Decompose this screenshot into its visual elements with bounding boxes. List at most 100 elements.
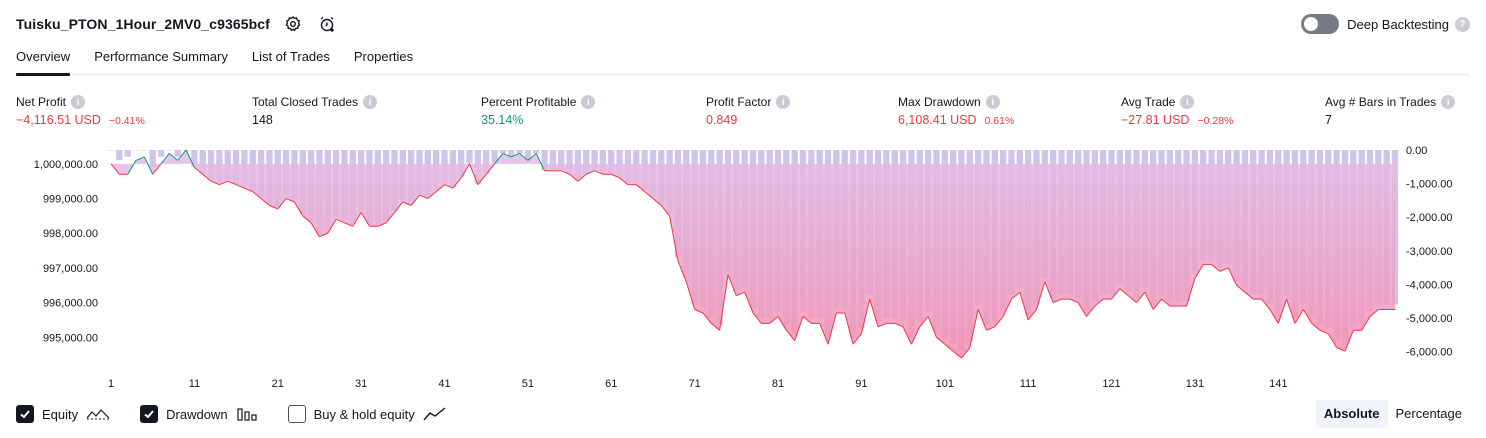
equity-line-segment bbox=[1319, 329, 1329, 335]
gear-icon[interactable] bbox=[282, 13, 304, 35]
tab-performance-summary[interactable]: Performance Summary bbox=[94, 49, 228, 64]
equity-line-segment bbox=[1327, 333, 1338, 348]
x-tick-label: 31 bbox=[355, 378, 367, 390]
help-icon[interactable]: i bbox=[363, 95, 378, 109]
drawdown-bar bbox=[533, 150, 540, 154]
drawdown-bar bbox=[124, 150, 131, 157]
mode-absolute[interactable]: Absolute bbox=[1315, 400, 1388, 428]
metric-label: Percent Profitable bbox=[481, 95, 577, 109]
equity-line-segment bbox=[1044, 281, 1054, 303]
equity-line-segment bbox=[285, 198, 295, 203]
equity-line-segment bbox=[1086, 305, 1096, 317]
x-tick-label: 121 bbox=[1102, 378, 1120, 390]
equity-line-segment bbox=[1294, 309, 1304, 324]
drawdown-bar bbox=[483, 150, 490, 174]
equity-line-segment bbox=[185, 149, 195, 168]
help-icon[interactable]: i bbox=[1441, 95, 1456, 109]
add-alert-clock-icon[interactable] bbox=[316, 13, 338, 35]
y-tick-label-left: 999,000.00 bbox=[43, 194, 98, 206]
metric-value: 0.849 bbox=[706, 113, 738, 127]
equity-line-segment bbox=[919, 316, 929, 328]
equity-line-segment bbox=[335, 218, 345, 224]
legend-drawdown[interactable]: Drawdown bbox=[140, 405, 257, 423]
buy-hold-checkbox[interactable] bbox=[287, 405, 306, 423]
equity-line-segment bbox=[177, 149, 187, 161]
equity-line-segment bbox=[1244, 291, 1254, 300]
y-tick-label-right: -2,000.00 bbox=[1406, 212, 1452, 224]
equity-line-segment bbox=[394, 201, 404, 213]
equity-line-segment bbox=[986, 326, 995, 331]
legend-label: Drawdown bbox=[166, 406, 228, 422]
help-icon[interactable]: ? bbox=[1455, 16, 1470, 32]
drawdown-bar bbox=[107, 150, 115, 151]
y-tick-label-right: -3,000.00 bbox=[1406, 246, 1452, 258]
tab-list-of-trades[interactable]: List of Trades bbox=[251, 49, 330, 64]
help-icon[interactable]: i bbox=[1180, 95, 1195, 109]
legend-equity[interactable]: Equity bbox=[16, 405, 110, 423]
equity-chart[interactable]: 1,000,000.00 999,000.00 998,000.00 997,000.… bbox=[0, 140, 1486, 390]
equity-line-segment bbox=[635, 184, 645, 192]
metric-profit-factor: Profit Factor i 0.849 bbox=[706, 94, 791, 129]
equity-line-segment bbox=[277, 198, 287, 210]
mode-percentage[interactable]: Percentage bbox=[1395, 406, 1463, 421]
metric-label: Avg # Bars in Trades bbox=[1325, 95, 1437, 109]
equity-line-segment bbox=[569, 173, 579, 182]
equity-line-segment bbox=[485, 163, 495, 175]
equity-line-segment bbox=[894, 322, 904, 328]
metric-label: Avg Trade bbox=[1121, 95, 1176, 109]
x-tick-label: 131 bbox=[1186, 378, 1204, 390]
drawdown-bar bbox=[174, 150, 181, 157]
legend-buy-hold[interactable]: Buy & hold equity bbox=[287, 405, 447, 423]
equity-checkbox[interactable] bbox=[16, 405, 34, 423]
equity-line-segment bbox=[577, 173, 587, 182]
strategy-header: Tuisku_PTON_1Hour_2MV0_c9365bcf bbox=[16, 12, 338, 36]
equity-line-segment bbox=[869, 298, 879, 327]
deep-backtesting-control: Deep Backtesting ? bbox=[1301, 12, 1470, 36]
equity-line-segment bbox=[1144, 291, 1154, 310]
equity-line-segment bbox=[1094, 298, 1104, 307]
equity-line-segment bbox=[1277, 298, 1288, 324]
equity-line-segment bbox=[644, 191, 654, 199]
drawdown-bar bbox=[516, 150, 523, 154]
equity-line-segment bbox=[427, 191, 437, 199]
drawdown-bar bbox=[583, 150, 590, 174]
equity-line-segment bbox=[460, 163, 470, 178]
equity-line-segment bbox=[269, 205, 278, 210]
tab-properties[interactable]: Properties bbox=[353, 49, 414, 64]
chart-legend: Equity Drawdown Buy & hold equity bbox=[16, 402, 477, 426]
help-icon[interactable]: i bbox=[776, 95, 791, 109]
drawdown-bar bbox=[132, 150, 140, 151]
equity-line-segment bbox=[127, 160, 137, 175]
x-tick-label: 41 bbox=[438, 378, 450, 390]
equity-line-segment bbox=[327, 219, 337, 234]
help-icon[interactable]: i bbox=[581, 95, 596, 109]
equity-line-segment bbox=[511, 153, 520, 158]
x-tick-label: 141 bbox=[1269, 378, 1287, 390]
drawdown-checkbox[interactable] bbox=[140, 405, 159, 423]
equity-line-segment bbox=[402, 201, 412, 206]
metric-max-drawdown: Max Drawdown i 6,108.41 USD 0.61% bbox=[898, 94, 1014, 129]
equity-line-segment bbox=[994, 316, 1004, 328]
legend-label: Buy & hold equity bbox=[313, 406, 415, 422]
check-icon bbox=[144, 410, 154, 419]
y-tick-label-left: 995,000.00 bbox=[43, 332, 98, 344]
x-tick-label: 111 bbox=[1020, 378, 1037, 390]
deep-backtesting-toggle[interactable] bbox=[1301, 14, 1340, 34]
equity-line-segment bbox=[377, 222, 387, 227]
metric-label: Profit Factor bbox=[706, 95, 772, 109]
metric-sub: −0.41% bbox=[108, 115, 145, 127]
equity-line-segment bbox=[852, 333, 862, 345]
equity-fill bbox=[111, 150, 1395, 359]
drawdown-bar bbox=[116, 150, 123, 161]
drawdown-bar bbox=[149, 150, 156, 167]
equity-line-segment bbox=[977, 309, 987, 331]
metric-total-closed-trades: Total Closed Trades i 148 bbox=[252, 94, 378, 129]
help-icon[interactable]: i bbox=[985, 95, 1000, 109]
tab-overview[interactable]: Overview bbox=[16, 46, 71, 76]
drawdown-bar bbox=[541, 150, 548, 171]
equity-line-segment bbox=[1344, 330, 1354, 352]
x-tick-label: 1 bbox=[108, 378, 114, 390]
help-icon[interactable]: i bbox=[71, 95, 86, 109]
equity-line-segment bbox=[360, 212, 370, 227]
equity-line-segment bbox=[1152, 298, 1162, 310]
